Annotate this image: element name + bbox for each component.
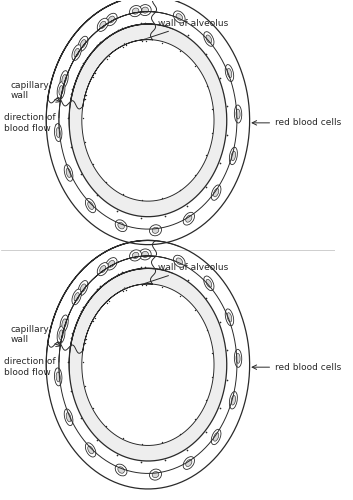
Ellipse shape [225, 309, 234, 326]
Ellipse shape [97, 262, 108, 276]
Ellipse shape [174, 255, 185, 268]
Ellipse shape [100, 21, 106, 28]
Ellipse shape [206, 280, 212, 287]
Ellipse shape [118, 467, 124, 473]
Ellipse shape [62, 319, 66, 328]
Ellipse shape [231, 396, 235, 405]
Ellipse shape [234, 350, 242, 368]
Text: capillary
wall: capillary wall [11, 80, 61, 102]
Ellipse shape [204, 32, 214, 46]
Ellipse shape [211, 430, 221, 444]
Ellipse shape [152, 227, 159, 234]
Ellipse shape [214, 188, 219, 197]
Ellipse shape [57, 326, 65, 344]
Text: direction of
blood flow: direction of blood flow [4, 113, 60, 132]
Ellipse shape [229, 392, 237, 409]
Ellipse shape [78, 36, 88, 52]
Ellipse shape [204, 276, 214, 290]
Text: wall of alveolus: wall of alveolus [121, 18, 228, 48]
Ellipse shape [115, 464, 127, 476]
Ellipse shape [88, 202, 94, 209]
Ellipse shape [152, 472, 159, 478]
Ellipse shape [211, 185, 221, 200]
Ellipse shape [57, 82, 65, 99]
Ellipse shape [56, 128, 60, 138]
Ellipse shape [80, 284, 86, 292]
Ellipse shape [106, 14, 117, 26]
Polygon shape [82, 284, 214, 446]
Ellipse shape [142, 7, 149, 13]
Polygon shape [69, 268, 227, 461]
Ellipse shape [142, 252, 149, 258]
Ellipse shape [80, 40, 86, 48]
Ellipse shape [60, 315, 68, 332]
Ellipse shape [56, 372, 60, 382]
Ellipse shape [206, 35, 212, 43]
Ellipse shape [72, 45, 82, 60]
Ellipse shape [225, 64, 234, 82]
Ellipse shape [214, 432, 219, 441]
Polygon shape [82, 40, 214, 201]
Ellipse shape [115, 220, 127, 232]
Ellipse shape [236, 109, 240, 119]
Ellipse shape [118, 222, 124, 229]
Ellipse shape [64, 409, 73, 426]
Ellipse shape [176, 258, 183, 264]
Ellipse shape [72, 289, 82, 305]
Ellipse shape [186, 215, 192, 222]
Ellipse shape [74, 292, 79, 302]
Ellipse shape [149, 225, 162, 236]
Ellipse shape [108, 260, 114, 267]
Ellipse shape [54, 368, 62, 386]
Ellipse shape [183, 212, 195, 225]
Ellipse shape [62, 74, 66, 84]
Polygon shape [46, 240, 250, 489]
Ellipse shape [59, 330, 63, 340]
Polygon shape [46, 240, 250, 489]
Ellipse shape [139, 249, 151, 260]
Ellipse shape [227, 312, 232, 322]
Ellipse shape [183, 456, 195, 469]
Ellipse shape [132, 252, 139, 258]
Ellipse shape [88, 446, 94, 454]
Ellipse shape [54, 124, 62, 142]
Ellipse shape [59, 86, 63, 95]
Ellipse shape [227, 68, 232, 78]
Ellipse shape [132, 8, 139, 14]
Ellipse shape [74, 48, 79, 57]
Ellipse shape [130, 6, 142, 16]
Ellipse shape [85, 198, 96, 212]
Text: wall of alveolus: wall of alveolus [121, 263, 228, 292]
Ellipse shape [64, 164, 73, 182]
Ellipse shape [229, 148, 237, 164]
Ellipse shape [174, 11, 185, 23]
Ellipse shape [186, 460, 192, 466]
Ellipse shape [106, 258, 117, 270]
Polygon shape [46, 0, 250, 244]
Ellipse shape [78, 280, 88, 295]
Ellipse shape [66, 168, 71, 177]
Text: red blood cells: red blood cells [252, 362, 341, 372]
Ellipse shape [139, 4, 151, 16]
Ellipse shape [236, 354, 240, 364]
Ellipse shape [85, 443, 96, 457]
Polygon shape [46, 0, 250, 244]
Polygon shape [69, 24, 227, 216]
Ellipse shape [97, 18, 108, 32]
Text: red blood cells: red blood cells [252, 118, 341, 128]
Ellipse shape [176, 14, 183, 20]
Text: direction of
blood flow: direction of blood flow [4, 358, 60, 377]
Ellipse shape [231, 151, 235, 160]
Ellipse shape [149, 469, 162, 480]
Text: capillary
wall: capillary wall [11, 325, 61, 346]
Ellipse shape [234, 105, 242, 123]
Ellipse shape [60, 70, 68, 88]
Ellipse shape [108, 16, 114, 23]
Ellipse shape [130, 250, 142, 261]
Ellipse shape [100, 266, 106, 272]
Ellipse shape [66, 412, 71, 422]
